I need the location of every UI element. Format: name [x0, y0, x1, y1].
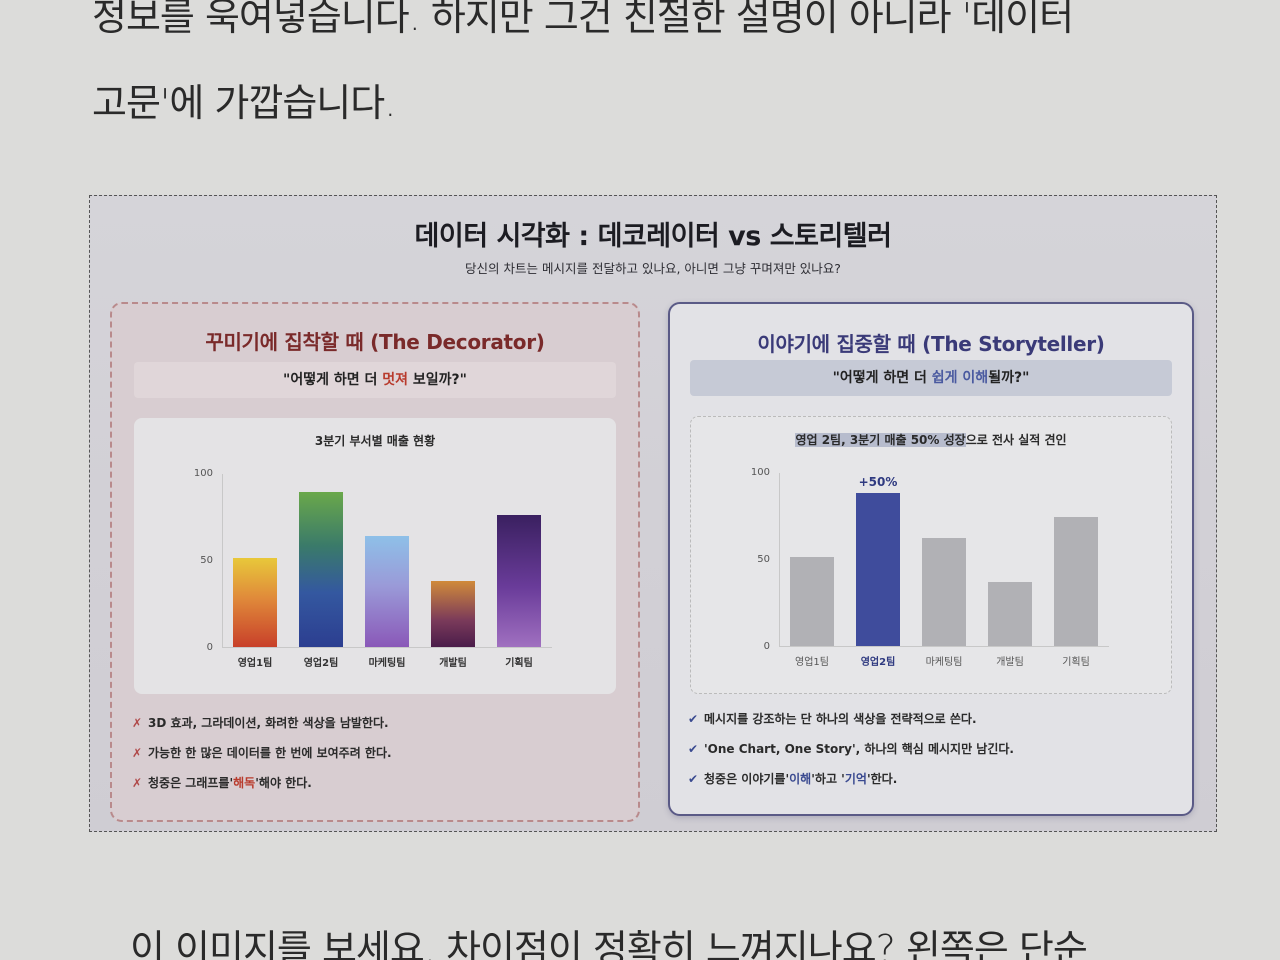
x-axis-label: 영업2팀 [303, 658, 339, 669]
chart-bar [233, 558, 277, 647]
x-axis-label: 기획팀 [505, 658, 533, 669]
x-axis-label: 마케팅팀 [368, 658, 406, 669]
storyteller-panel: 이야기에 집중할 때 (The Storyteller) "어떻게 하면 더 쉽… [668, 302, 1194, 816]
x-axis-label: 영업2팀 [860, 657, 896, 668]
chart-bar [497, 514, 541, 647]
question-highlight: 쉽게 이해 [931, 370, 989, 386]
bullet-item: ✔ 메시지를 강조하는 단 하나의 색상을 전략적으로 쓴다. [688, 704, 1172, 734]
y-tick: 50 [200, 555, 213, 566]
bullet-text: 3D 효과, 그라데이션, 화려한 색상을 남발한다. [148, 716, 389, 730]
chart-title-highlight: 영업 2팀, 3분기 매출 50% 성장 [795, 433, 966, 447]
x-axis-label: 기획팀 [1062, 657, 1090, 668]
question-text: "어떻게 하면 더 [832, 370, 932, 386]
question-text: 보일까?" [408, 372, 467, 388]
chart-bar [431, 580, 475, 647]
body-text-line: 고문'에 가깝습니다. [92, 81, 396, 125]
question-box: "어떻게 하면 더 쉽게 이해될까?" [690, 360, 1172, 396]
bullet-emphasis: 해독 [233, 776, 256, 790]
panel-heading: 이야기에 집중할 때 (The Storyteller) [757, 332, 1105, 356]
panel-heading: 꾸미기에 집착할 때 (The Decorator) [205, 330, 545, 354]
chart-bar [856, 492, 900, 646]
chart-title-rest: 으로 전사 실적 견인 [965, 433, 1067, 447]
bullet-text: 청중은 그래프를' [148, 776, 234, 790]
bullet-item: ✔ 'One Chart, One Story', 하나의 핵심 메시지만 남긴다… [688, 734, 1172, 764]
x-axis-label: 영업1팀 [795, 657, 829, 668]
decorator-chart: 3분기 부서별 매출 현황 100 50 0 영업1팀 영업2팀 마케팅팀 개발팀 기획… [134, 418, 616, 694]
bullet-text: '하고 ' [811, 772, 845, 786]
x-axis-label: 마케팅팀 [925, 657, 963, 668]
question-box: "어떻게 하면 더 멋져 보일까?" [134, 362, 616, 398]
question-text: 될까?" [988, 370, 1030, 386]
chart-title: 3분기 부서별 매출 현황 [314, 434, 436, 448]
storyteller-bullets: ✔ 메시지를 강조하는 단 하나의 색상을 전략적으로 쓴다. ✔ 'One Cha… [688, 704, 1172, 794]
question-text: "어떻게 하면 더 [283, 372, 383, 388]
y-tick: 100 [750, 467, 770, 478]
bullet-text: 가능한 한 많은 데이터를 한 번에 보여주려 한다. [148, 746, 392, 760]
chart-bar [988, 581, 1032, 646]
bullet-text: '해야 한다. [255, 776, 312, 790]
chart-title: 영업 2팀, 3분기 매출 50% 성장으로 전사 실적 견인 [691, 431, 1171, 448]
cross-icon: ✗ [132, 716, 143, 730]
y-tick: 100 [193, 468, 213, 479]
chart-bar [922, 538, 966, 646]
chart-bar [1054, 517, 1098, 646]
y-tick: 0 [206, 642, 213, 653]
body-text-line: 이 이미지를 보세요. 차이점이 정확히 느껴지나요? 왼쪽은 단순 [130, 927, 1088, 960]
bullet-text: 청중은 이야기를' [704, 772, 790, 786]
cross-icon: ✗ [132, 776, 143, 790]
chart-bar [365, 535, 409, 647]
storyteller-chart: 영업 2팀, 3분기 매출 50% 성장으로 전사 실적 견인 100 50 0… [690, 416, 1172, 694]
chart-bar [790, 557, 834, 646]
chart-bar [299, 492, 343, 647]
x-axis-label: 개발팀 [996, 657, 1024, 668]
check-icon: ✔ [688, 712, 699, 726]
y-tick: 0 [763, 641, 770, 652]
bullet-emphasis: 기억 [844, 772, 867, 786]
bullet-text: '한다. [866, 772, 898, 786]
decorator-panel: 꾸미기에 집착할 때 (The Decorator) "어떻게 하면 더 멋져 … [110, 302, 640, 822]
bullet-text: 메시지를 강조하는 단 하나의 색상을 전략적으로 쓴다. [704, 712, 977, 726]
bullet-item: ✗ 가능한 한 많은 데이터를 한 번에 보여주려 한다. [132, 738, 618, 768]
bar-annotation: +50% [858, 474, 898, 489]
decorator-bullets: ✗ 3D 효과, 그라데이션, 화려한 색상을 남발한다. ✗ 가능한 한 많은 데… [132, 708, 618, 798]
chart-plot-area: 100 50 0 영업1팀 영업2팀 마케팅팀 개발팀 기획팀 [194, 468, 552, 669]
figure-subtitle: 당신의 차트는 메시지를 전달하고 있나요, 아니면 그냥 꾸며져만 있나요? [465, 261, 841, 276]
bullet-emphasis: 이해 [789, 772, 812, 786]
x-axis-label: 영업1팀 [237, 658, 273, 669]
figure: 데이터 시각화 : 데코레이터 vs 스토리텔러 당신의 차트는 메시지를 전달… [89, 195, 1217, 832]
x-axis-label: 개발팀 [439, 658, 467, 669]
cross-icon: ✗ [132, 746, 143, 760]
y-tick: 50 [757, 554, 770, 565]
body-text-line: 정보를 욱여넣습니다. 하지만 그건 친절한 설명이 아니라 '데이터 [92, 0, 1074, 39]
check-icon: ✔ [688, 742, 699, 756]
question-highlight: 멋져 [382, 372, 409, 388]
bullet-item: ✗ 3D 효과, 그라데이션, 화려한 색상을 남발한다. [132, 708, 618, 738]
figure-title: 데이터 시각화 : 데코레이터 vs 스토리텔러 [414, 221, 892, 252]
check-icon: ✔ [688, 772, 699, 786]
bullet-text: 'One Chart, One Story', 하나의 핵심 메시지만 남긴다. [704, 742, 1014, 756]
bullet-item: ✔ 청중은 이야기를'이해'하고 '기억'한다. [688, 764, 1172, 794]
bullet-item: ✗ 청중은 그래프를'해독'해야 한다. [132, 768, 618, 798]
chart-plot-area: 100 50 0 영업1팀 영업2팀 +50% 마케팅팀 개발팀 기획팀 [751, 467, 1109, 668]
